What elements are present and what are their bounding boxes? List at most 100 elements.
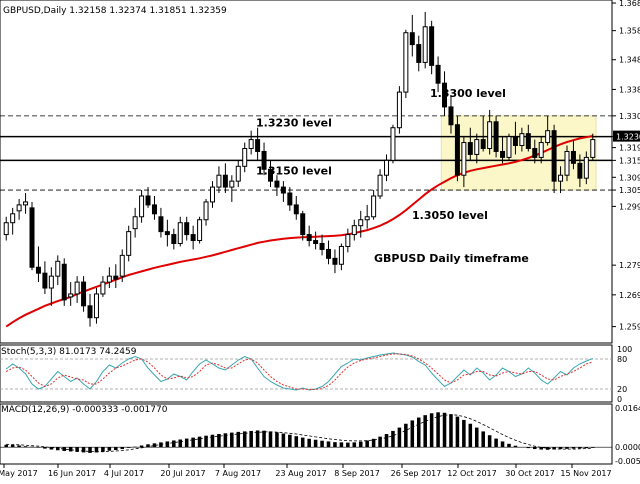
candle-body <box>351 225 357 236</box>
candle-body <box>493 121 499 152</box>
candle-body <box>87 305 93 319</box>
current-price-box <box>613 130 640 142</box>
x-tick-label: 7 Aug 2017 <box>215 469 261 478</box>
x-tick-label: 20 Jul 2017 <box>160 469 205 478</box>
level-label: 1.3150 level <box>256 164 332 177</box>
candle-body <box>577 162 583 179</box>
candle-body <box>448 106 454 126</box>
candle-body <box>435 64 441 84</box>
candle-body <box>139 195 145 218</box>
candle-body <box>35 266 41 274</box>
candle-body <box>113 275 119 280</box>
candle-body <box>429 26 435 66</box>
candle-body <box>500 150 506 158</box>
x-tick-label: 15 Nov 2017 <box>560 469 611 478</box>
macd-histogram <box>0 412 612 453</box>
y-tick-label: 1.2697 <box>619 291 640 300</box>
candle-body <box>467 142 473 155</box>
candle-body <box>480 139 486 149</box>
y-tick-label: 1.3050 <box>619 186 640 195</box>
candle-body <box>203 201 209 221</box>
candle-body <box>106 275 112 283</box>
x-tick-label: 16 Jun 2017 <box>48 469 96 478</box>
candle-body <box>390 127 396 161</box>
price-y-axis: 1.3680 1.3587 1.3489 1.3389 1.3300 1.3230 1.31… <box>612 0 640 332</box>
stoch-lines <box>0 352 612 391</box>
candle-body <box>506 136 512 158</box>
candle-body <box>454 124 460 176</box>
x-tick-label: 26 Sep 2017 <box>391 469 442 478</box>
candle-body <box>145 195 151 206</box>
highlight-zone <box>440 115 597 191</box>
candle-body <box>396 91 402 129</box>
candle-body <box>287 192 293 206</box>
candle-body <box>267 168 273 182</box>
y-tick-label: 1.3489 <box>619 56 640 65</box>
y-tick-label: 1.3389 <box>619 85 640 94</box>
macd-y-axis: 0.0164 0.0000 -0.0058 <box>615 404 640 466</box>
candle-body <box>461 142 467 176</box>
candle-body <box>525 133 531 149</box>
macd-y-tick-label: 0.0164 <box>615 404 640 413</box>
candle-body <box>255 139 261 152</box>
candle-body <box>61 263 67 301</box>
macd-title: MACD(12,26,9) -0.000333 -0.001770 <box>1 405 168 415</box>
candle-body <box>377 174 383 197</box>
candle-body <box>326 248 332 259</box>
support-resistance-zone <box>440 115 597 191</box>
candle-body <box>197 219 203 242</box>
y-tick-label: 1.3587 <box>619 27 640 36</box>
y-tick-label: 1.3680 <box>619 0 640 8</box>
candle-body <box>384 159 390 176</box>
candle-body <box>164 231 170 236</box>
candle-body <box>274 180 280 188</box>
candle-body <box>100 281 106 295</box>
candle-body <box>345 234 351 247</box>
candle-body <box>319 242 325 250</box>
candle-body <box>300 213 306 236</box>
stoch-y-tick-label: 80 <box>617 355 627 364</box>
candle-body <box>119 254 125 277</box>
macd-y-tick-label: 0.0000 <box>615 443 640 452</box>
candle-body <box>519 133 525 147</box>
candle-body <box>242 147 248 167</box>
candle-body <box>209 186 215 203</box>
candle-body <box>248 139 254 149</box>
candles <box>3 11 596 327</box>
candle-body <box>403 32 409 93</box>
candle-body <box>81 281 87 307</box>
candle-body <box>68 293 74 298</box>
level-label: 1.3230 level <box>256 117 332 130</box>
candle-body <box>16 204 22 212</box>
candle-body <box>235 165 241 182</box>
candle-body <box>261 150 267 170</box>
candle-body <box>184 222 190 236</box>
x-tick-label: 30 Oct 2017 <box>505 469 554 478</box>
y-tick-label: 1.3300 <box>619 112 640 121</box>
stoch-signal-line <box>5 353 593 390</box>
candle-body <box>151 204 157 215</box>
candle-body <box>229 180 235 188</box>
x-tick-label: 8 Sep 2017 <box>334 469 380 478</box>
candle-body <box>10 213 16 224</box>
x-tick-label: 23 Aug 2017 <box>275 469 326 478</box>
candle-body <box>590 139 596 158</box>
candle-body <box>158 216 164 233</box>
y-tick-label: 1.2995 <box>619 202 640 211</box>
stoch-y-tick-label: 100 <box>617 345 632 354</box>
level-labels: 1.3300 level 1.3230 level 1.3150 level 1.30… <box>256 87 506 222</box>
macd-y-tick-label: -0.0058 <box>615 457 640 466</box>
candle-body <box>371 195 377 218</box>
current-price-label: 1.3230 <box>616 133 640 142</box>
macd-signal-line <box>6 414 593 453</box>
candle-body <box>583 156 589 179</box>
candle-body <box>512 136 518 147</box>
y-tick-label: 1.3093 <box>619 173 640 182</box>
candle-body <box>474 139 480 155</box>
candle-body <box>409 32 415 46</box>
candle-body <box>293 204 299 215</box>
x-tick-label: 12 Oct 2017 <box>447 469 496 478</box>
